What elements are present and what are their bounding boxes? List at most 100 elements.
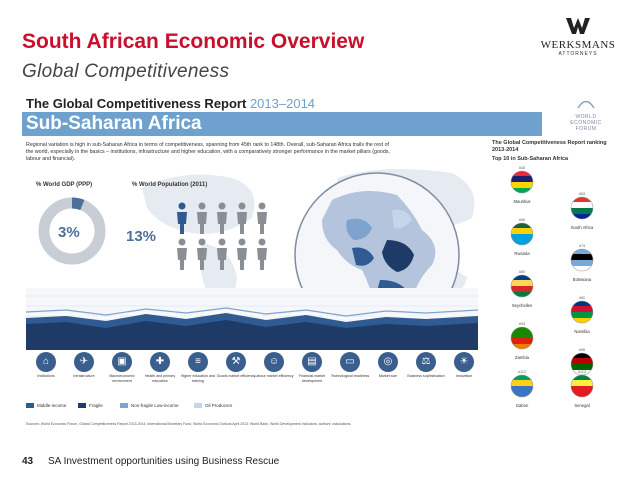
population-value: 13%	[126, 228, 157, 245]
top10-flags: #45 Mauritius #53 South Africa #66 Rwanda #74 B…	[492, 164, 617, 422]
flag-item: #66 Rwanda	[502, 218, 542, 256]
flag-icon	[570, 300, 594, 324]
infographic-title-text: The Global Competitiveness Report	[26, 96, 247, 111]
pillar-market-icon: ◎	[378, 352, 398, 372]
top10-title: The Global Competitiveness Report rankin…	[492, 140, 607, 153]
flag-name: Senegal	[574, 403, 590, 408]
pillar-item: ☀ Innovation	[444, 352, 484, 379]
flag-name: Seychelles	[511, 303, 533, 308]
chart-line-low-income	[26, 307, 478, 317]
chart-band-fragile	[26, 320, 478, 350]
pillar-item: ▭ Technological readiness	[330, 352, 370, 379]
population-people-icons	[177, 202, 267, 270]
logo-sub: ATTORNEYS	[558, 51, 598, 57]
pillar-label: Institutions	[37, 374, 55, 378]
top10-subtitle: Top 10 in Sub-Saharan Africa	[492, 156, 569, 162]
wef-logo-line: WORLD	[575, 114, 597, 120]
legend-swatch	[78, 403, 86, 409]
flag-item: #93 Zambia	[502, 322, 542, 360]
pillar-goods-icon: ⚒	[226, 352, 246, 372]
footer-text: SA Investment opportunities using Busine…	[48, 456, 280, 467]
flag-item: #74 Botswana	[562, 244, 602, 282]
wef-logo-line: FORUM	[575, 126, 597, 132]
infographic: The Global Competitiveness Report 2013–2…	[22, 90, 617, 433]
werksmans-w-icon	[566, 18, 590, 34]
flag-rank: #90	[578, 296, 586, 300]
person-icon	[257, 202, 267, 234]
flag-rank: #112	[517, 370, 527, 374]
infographic-years: 2013–2014	[249, 96, 316, 111]
pillar-item: ☺ Labour market efficiency	[254, 352, 294, 379]
pillar-label: Technological readiness	[330, 374, 370, 378]
flag-item: #80 Seychelles	[502, 270, 542, 308]
flag-rank: #93	[518, 322, 526, 326]
flag-icon	[510, 274, 534, 298]
gdp-donut-share	[38, 197, 106, 265]
flag-item: #45 Mauritius	[502, 166, 542, 204]
pillar-label: Innovation	[455, 374, 473, 378]
flag-rank: #45	[518, 166, 526, 170]
wef-logo-line: ECONOMIC	[570, 120, 602, 126]
flag-icon	[510, 374, 534, 398]
person-icon	[237, 238, 247, 270]
wef-logo: WORLD ECONOMIC FORUM	[557, 96, 615, 142]
flag-name: Namibia	[574, 329, 590, 334]
pillar-label: Market size	[378, 374, 398, 378]
legend-swatch	[26, 403, 34, 409]
legend-label: Fragile	[89, 403, 103, 408]
flag-rank: #96	[578, 348, 586, 352]
pillar-item: ✚ Health and primary education	[140, 352, 180, 383]
wef-arc-icon	[577, 100, 595, 109]
gdp-donut	[38, 197, 106, 265]
region-title: Sub-Saharan Africa	[26, 113, 202, 134]
pillar-label: Infrastructure	[73, 374, 95, 378]
pillar-business-icon: ⚖	[416, 352, 436, 372]
competitiveness-chart	[26, 288, 478, 350]
legend-label: Middle-income	[37, 403, 67, 408]
gdp-label: % World GDP (PPP)	[36, 182, 93, 188]
slide-subtitle: Global Competitiveness	[22, 61, 230, 82]
legend-item: Fragile	[78, 403, 103, 409]
flag-rank: #74	[578, 244, 586, 248]
pillar-label: Goods market efficiency	[216, 374, 256, 378]
person-icon	[177, 238, 187, 270]
pillar-label: Business sophistication	[407, 374, 445, 378]
person-icon	[197, 238, 207, 270]
person-icon	[197, 202, 207, 234]
pillar-item: ▣ Macroeconomic environment	[102, 352, 142, 383]
person-icon	[237, 202, 247, 234]
flag-icon	[570, 248, 594, 272]
flag-icon	[510, 222, 534, 246]
pillar-item: ◎ Market size	[368, 352, 408, 379]
logo-name: WERKSMANS	[540, 39, 616, 51]
person-icon	[217, 238, 227, 270]
legend-swatch	[120, 403, 128, 409]
population-label: % World Population (2011)	[132, 182, 208, 188]
legend-label: Oil Producers	[205, 403, 233, 408]
pillar-health-icon: ✚	[150, 352, 170, 372]
legend-item: Non-fragile Low-income	[120, 403, 179, 409]
flag-item: #113 Senegal	[562, 370, 602, 408]
pillar-label: Macroeconomic environment	[109, 374, 135, 383]
chart-line-oil	[26, 310, 478, 320]
pillar-label: Labour market efficiency	[254, 374, 294, 378]
pillar-label: Financial market development	[298, 374, 326, 383]
pillar-financial-icon: ▤	[302, 352, 322, 372]
pillar-infrastructure-icon: ✈	[74, 352, 94, 372]
flag-item: #112 Gabon	[502, 370, 542, 408]
flag-rank: #80	[518, 270, 526, 274]
gdp-value: 3%	[58, 224, 80, 241]
flag-rank: #113	[577, 370, 587, 374]
pillar-education-icon: ≡	[188, 352, 208, 372]
pillar-label: Health and primary education	[144, 374, 176, 383]
legend-label: Non-fragile Low-income	[131, 403, 179, 408]
pillar-item: ⚖ Business sophistication	[406, 352, 446, 379]
flag-name: Rwanda	[514, 251, 530, 256]
pillar-labour-icon: ☺	[264, 352, 284, 372]
person-icon	[257, 238, 267, 270]
flag-icon	[570, 196, 594, 220]
infographic-description: Regional variation is high in sub-Sahara…	[26, 142, 390, 162]
pillar-tech-icon: ▭	[340, 352, 360, 372]
legend-item: Oil Producers	[194, 403, 233, 409]
flag-icon	[570, 374, 594, 398]
